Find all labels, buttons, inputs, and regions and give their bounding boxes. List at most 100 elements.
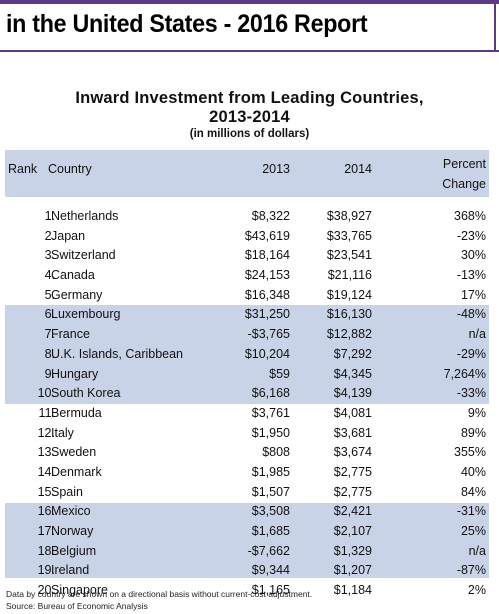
cell-2013: $1,685 (251, 524, 290, 538)
cell-country: Norway (51, 524, 94, 538)
cell-2014: $16,130 (326, 307, 372, 322)
title-underline-rule (0, 50, 499, 52)
cell-rank: 14. (37, 464, 55, 479)
table-row: 5. Germany $16,348 $19,124 17% (5, 286, 489, 306)
header-change-line: Change (442, 177, 486, 191)
cell-country: Switzerland (51, 248, 116, 263)
cell-2013: $59 (269, 366, 290, 381)
cell-percent-change: 25% (460, 524, 486, 538)
table-row: 16. Mexico $3,508 $2,421 -31% (5, 502, 489, 522)
cell-country: Italy (51, 425, 74, 440)
cell-percent-change: 2% (467, 583, 486, 598)
cell-country: Germany (51, 287, 103, 302)
cell-2014: $38,927 (326, 209, 372, 223)
cell-2013: $3,508 (251, 504, 290, 519)
cell-rank: 10. (37, 386, 55, 401)
header-country: Country (48, 162, 92, 176)
cell-2013: $9,344 (251, 563, 290, 578)
cell-country: Belgium (51, 543, 97, 558)
cell-percent-change: -23% (456, 228, 486, 243)
table-row: 10. South Korea $6,168 $4,139 -33% (5, 384, 489, 404)
cell-country: Singapore (51, 583, 108, 598)
cell-percent-change: 355% (454, 445, 486, 460)
cell-rank: 4. (44, 268, 55, 283)
table-title-line-1: Inward Investment from Leading Countries… (75, 89, 424, 107)
cell-rank: 16. (37, 504, 55, 519)
cell-2013: $43,619 (244, 228, 290, 243)
cell-percent-change: -87% (456, 563, 486, 578)
cell-rank: 7. (44, 327, 55, 342)
cell-percent-change: 7,264% (443, 366, 486, 381)
cell-country: Bermuda (51, 405, 102, 420)
cell-country: Canada (51, 268, 95, 283)
cell-2014: $23,541 (326, 248, 372, 263)
cell-percent-change: -31% (456, 504, 486, 519)
cell-country: Luxembourg (51, 307, 121, 322)
cell-rank: 15. (37, 484, 55, 499)
table-row: 11. Bermuda $3,761 $4,081 9% (5, 404, 489, 424)
cell-percent-change: -13% (456, 268, 486, 283)
cell-2014: $33,765 (326, 228, 372, 243)
table-row: 18. Belgium -$7,662 $1,329 n/a (5, 542, 489, 562)
table-row: 3. Switzerland $18,164 $23,541 30% (5, 246, 489, 266)
cell-2014: $2,775 (333, 484, 372, 499)
cell-2014: $21,116 (327, 268, 372, 283)
cell-2014: $2,421 (333, 504, 372, 519)
cell-2013: $808 (262, 445, 290, 460)
cell-percent-change: 9% (467, 405, 486, 420)
cell-2013: $1,985 (251, 464, 290, 479)
table-row: 7. France -$3,765 $12,882 n/a (5, 325, 489, 345)
report-title: in the United States - 2016 Report (6, 10, 368, 38)
cell-rank: 5. (44, 287, 55, 302)
cell-2013: $6,168 (251, 386, 290, 401)
cell-rank: 17. (37, 524, 55, 538)
table-title-line-2: 2013-2014 (209, 108, 290, 126)
cell-country: Spain (51, 484, 83, 499)
cell-2014: $4,345 (333, 366, 372, 381)
title-side-rule (494, 0, 496, 52)
cell-country: Mexico (51, 504, 91, 519)
cell-rank: 13. (37, 445, 55, 460)
table-header: Rank Country 2013 2014 Percent Change (5, 150, 489, 197)
cell-country: Denmark (51, 464, 102, 479)
cell-2014: $2,107 (333, 524, 372, 538)
cell-2013: $31,250 (244, 307, 290, 322)
cell-2013: -$3,765 (247, 327, 290, 342)
cell-rank: 18. (37, 543, 55, 558)
cell-2013: $1,950 (251, 425, 290, 440)
cell-percent-change: n/a (468, 543, 486, 558)
cell-country: South Korea (51, 386, 121, 401)
cell-2014: $4,139 (333, 386, 372, 401)
cell-country: Ireland (51, 563, 90, 578)
footnote-source: Source: Bureau of Economic Analysis (6, 601, 148, 611)
cell-2014: $2,775 (333, 464, 372, 479)
cell-2013: $8,322 (251, 209, 290, 223)
cell-percent-change: n/a (468, 327, 486, 342)
header-percent-line: Percent (442, 157, 486, 171)
top-accent-rule (0, 0, 499, 4)
cell-2013: $10,204 (244, 346, 290, 361)
cell-percent-change: -48% (456, 307, 486, 322)
cell-country: Sweden (51, 445, 97, 460)
footnote-note: Data by country are shown on a direction… (6, 589, 313, 599)
cell-2014: $12,882 (326, 327, 372, 342)
cell-2014: $1,329 (333, 543, 372, 558)
cell-2014: $1,207 (333, 563, 372, 578)
cell-percent-change: 89% (460, 425, 486, 440)
table-row: 14. Denmark $1,985 $2,775 40% (5, 463, 489, 483)
cell-2013: $1,165 (251, 583, 290, 598)
table-row: 15. Spain $1,507 $2,775 84% (5, 483, 489, 503)
table-row: 13. Sweden $808 $3,674 355% (5, 443, 489, 463)
cell-rank: 9. (44, 366, 55, 381)
cell-rank: 11. (38, 405, 55, 420)
cell-2014: $3,674 (333, 445, 372, 460)
cell-2013: -$7,662 (247, 543, 290, 558)
cell-rank: 1. (44, 209, 55, 223)
table-title: Inward Investment from Leading Countries… (0, 89, 499, 127)
cell-rank: 19. (37, 563, 55, 578)
table-row: 4. Canada $24,153 $21,116 -13% (5, 266, 489, 286)
cell-2014: $4,081 (333, 405, 372, 420)
cell-country: France (51, 327, 90, 342)
table-body: 1. Netherlands $8,322 $38,927 368% 2. Japan $4… (5, 207, 489, 601)
header-rank: Rank (8, 162, 38, 176)
